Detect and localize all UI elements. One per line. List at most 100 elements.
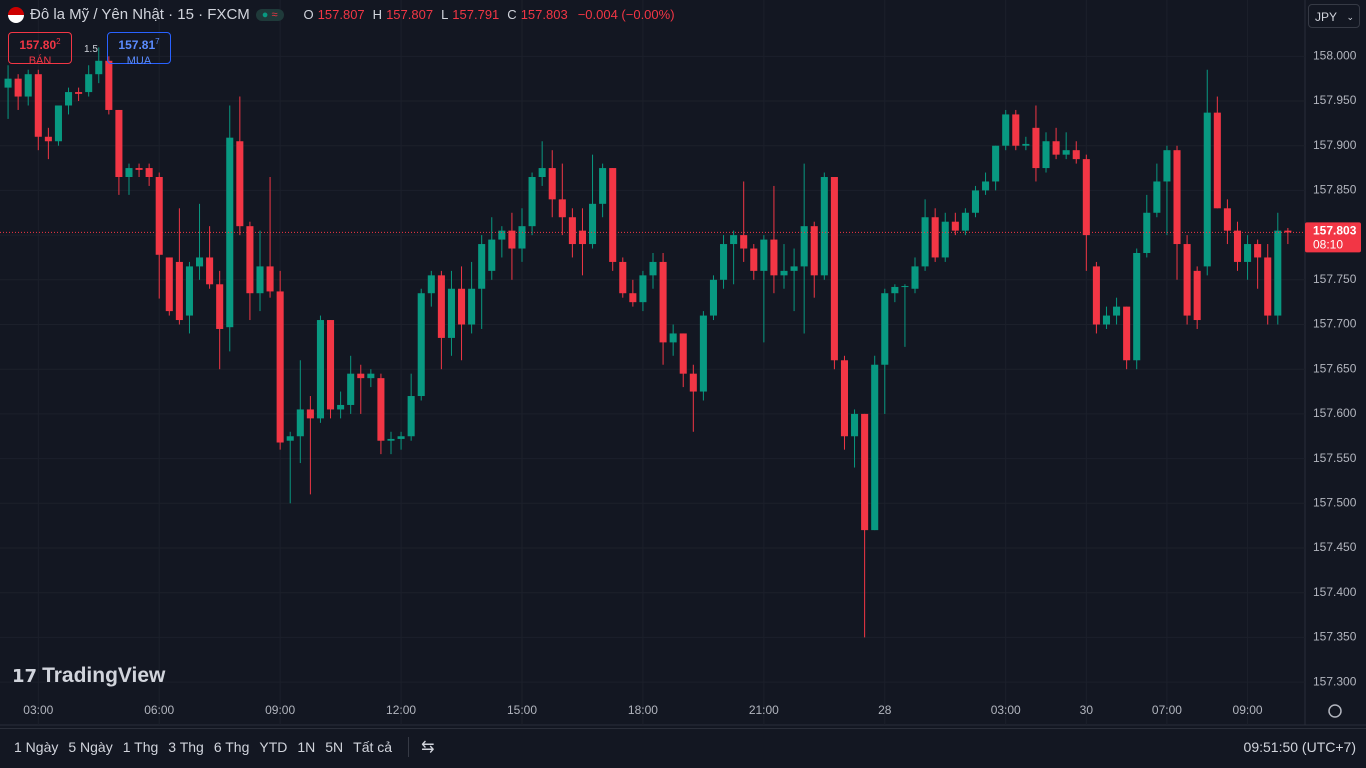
candle-body — [226, 137, 234, 328]
ohlc-label: C — [507, 7, 517, 22]
range-button[interactable]: Tất cả — [353, 739, 393, 755]
candle-body — [478, 244, 486, 289]
ohlc-value: 157.807 — [317, 7, 365, 22]
candle-body — [568, 217, 576, 245]
candle-body — [44, 136, 52, 142]
status-badge[interactable]: ● ≈ — [255, 8, 284, 21]
candle-body — [1042, 141, 1050, 169]
candle-body — [397, 436, 405, 439]
candle-body — [609, 168, 617, 262]
candle-body — [699, 315, 707, 392]
candle-body — [629, 293, 637, 303]
candle-body — [1102, 315, 1111, 325]
candle-body — [518, 226, 526, 249]
range-button[interactable]: 1 Ngày — [14, 739, 59, 755]
candle-body — [901, 286, 909, 288]
candle-body — [1032, 127, 1040, 169]
candle-body — [306, 409, 314, 419]
ohlc: O 157.807 H 157.807 L 157.791 C 157.803 — [304, 7, 572, 22]
candle-body — [971, 190, 980, 213]
candle-body — [1223, 208, 1231, 231]
candle-body — [780, 270, 788, 276]
change: −0.004 (−0.00%) — [577, 7, 675, 22]
candle-body — [488, 239, 496, 271]
candle-body — [528, 177, 536, 227]
candle-body — [1082, 159, 1090, 236]
candle-body — [4, 78, 12, 88]
candle-body — [1072, 150, 1080, 160]
candle-body — [810, 226, 818, 276]
y-tick-label: 157.900 — [1313, 138, 1357, 152]
candle-body — [871, 364, 879, 531]
range-button[interactable]: 1 Thg — [122, 739, 159, 755]
x-tick-label: 06:00 — [144, 703, 174, 717]
candle-body — [327, 320, 335, 410]
y-tick-label: 157.650 — [1313, 361, 1357, 375]
candle-body — [1113, 306, 1121, 316]
range-button[interactable]: 3 Thg — [168, 739, 204, 755]
candle-body — [669, 333, 677, 343]
candle-body — [589, 203, 597, 245]
range-button[interactable]: 1N — [297, 739, 316, 755]
candle-body — [337, 404, 345, 410]
candle-body — [760, 239, 768, 271]
candle-body — [992, 145, 1000, 182]
sell-price: 157.80 — [19, 38, 57, 52]
candle-body — [458, 288, 466, 325]
candle-body — [1062, 150, 1070, 155]
x-tick-label: 12:00 — [386, 703, 416, 717]
range-button[interactable]: 5 Ngày — [68, 739, 113, 755]
y-tick-label: 157.700 — [1313, 317, 1357, 331]
candle-body — [649, 261, 657, 276]
x-tick-label: 07:00 — [1152, 703, 1182, 717]
candle-body — [377, 378, 385, 441]
currency-select[interactable]: JPY ⌄ — [1308, 4, 1360, 28]
candle-body — [206, 257, 214, 285]
candle-body — [256, 266, 264, 294]
clock[interactable]: 09:51:50 (UTC+7) — [1243, 739, 1356, 755]
y-tick-label: 157.350 — [1313, 630, 1357, 644]
x-tick-label: 28 — [878, 703, 892, 717]
legend: Đô la Mỹ / Yên Nhật · 15 · FXCM ● ≈ O 157… — [8, 6, 675, 23]
candle-body — [1203, 112, 1211, 267]
candle-body — [185, 266, 193, 316]
sell-button[interactable]: 157.802 BÁN — [8, 32, 72, 67]
candle-body — [105, 60, 113, 110]
candle-body — [447, 288, 455, 338]
candle-body — [1264, 257, 1272, 316]
y-tick-label: 157.550 — [1313, 451, 1357, 465]
plot — [0, 47, 1305, 638]
candle-body — [1153, 181, 1161, 213]
candle-body — [709, 279, 717, 316]
sell-label: BÁN — [28, 55, 52, 67]
buy-button[interactable]: 157.817 MUA — [107, 32, 171, 67]
separator — [408, 737, 410, 757]
candle-body — [840, 360, 848, 437]
candle-body — [730, 235, 738, 245]
symbol[interactable]: Đô la Mỹ / Yên Nhật · 15 · FXCM — [30, 6, 250, 23]
y-tick-label: 157.950 — [1313, 93, 1357, 107]
y-tick-label: 157.500 — [1313, 495, 1357, 509]
ohlc-label: H — [372, 7, 383, 22]
range-button[interactable]: YTD — [259, 739, 288, 755]
candle-body — [175, 261, 183, 321]
candle-body — [14, 78, 22, 97]
candle-body — [941, 221, 949, 258]
candle-body — [659, 261, 667, 343]
candle-body — [1022, 143, 1030, 146]
candle-body — [64, 92, 73, 106]
ohlc-value: 157.803 — [520, 7, 568, 22]
candle-body — [851, 413, 859, 437]
candle-body — [558, 199, 566, 218]
candle-body — [639, 275, 647, 303]
toolbar: 1 Ngày 5 Ngày 1 Thg 3 Thg 6 Thg YTD 1N 5N Tất cả… — [0, 728, 1366, 765]
goto-date[interactable]: ⇆ — [421, 739, 435, 756]
range-button[interactable]: 5N — [325, 739, 344, 755]
x-tick-label: 09:00 — [1233, 703, 1263, 717]
x-tick-label: 03:00 — [991, 703, 1021, 717]
settings-icon[interactable] — [1328, 704, 1342, 718]
candle-body — [367, 373, 375, 379]
range-button[interactable]: 6 Thg — [213, 739, 250, 755]
candle-body — [417, 293, 425, 397]
